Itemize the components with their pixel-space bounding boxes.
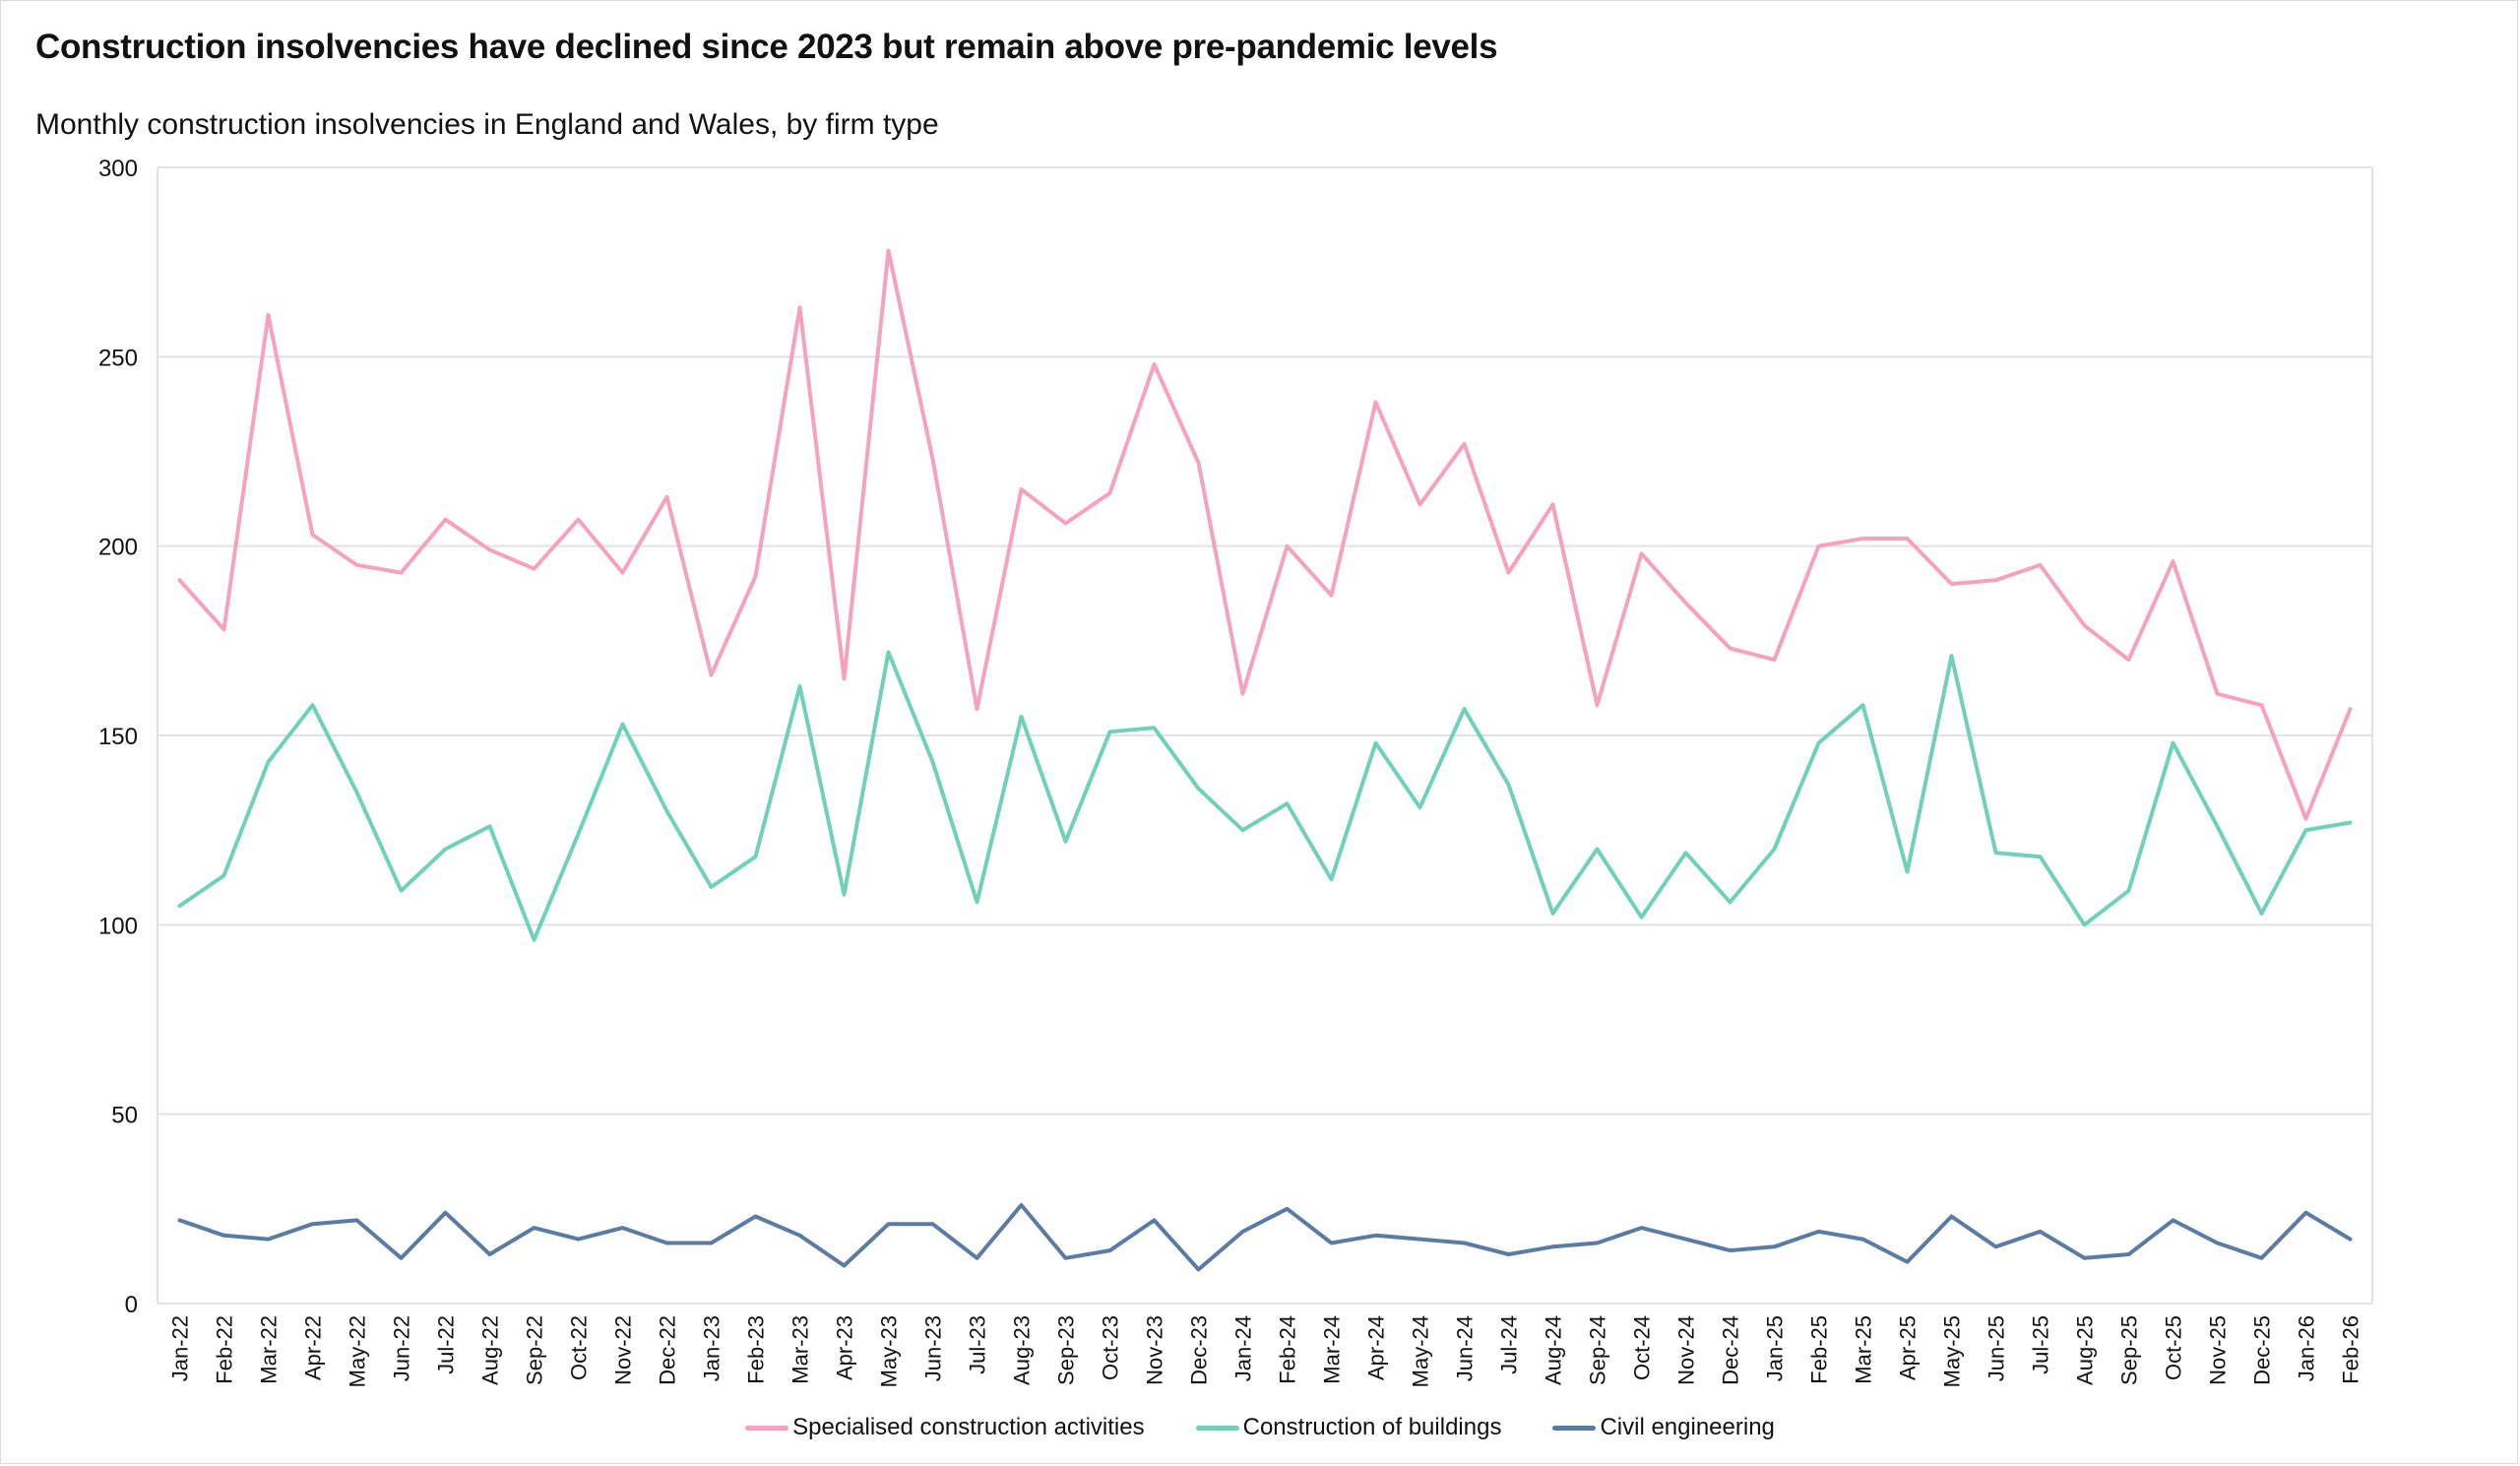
x-tick-label: Feb-26 (2339, 1315, 2363, 1384)
series-line-civil (177, 1203, 2353, 1272)
legend-swatch (745, 1425, 789, 1431)
x-tick-label: Apr-23 (833, 1315, 857, 1380)
x-tick-label: Nov-24 (1674, 1315, 1699, 1385)
legend-swatch (1552, 1425, 1597, 1431)
x-tick-label: May-23 (877, 1315, 902, 1387)
series-line-buildings (177, 650, 2353, 942)
y-tick-label: 250 (98, 345, 138, 371)
x-tick-label: Jul-25 (2029, 1315, 2053, 1374)
x-tick-label: Aug-24 (1542, 1315, 1566, 1385)
x-tick-label: Feb-24 (1276, 1315, 1300, 1384)
x-axis-ticks: Jan-22 Feb-22 Mar-22 Apr-22 May-22 Jun-22 Jul-… (168, 1315, 2363, 1387)
y-tick-label: 100 (98, 913, 138, 939)
x-tick-label: Dec-25 (2250, 1315, 2275, 1385)
x-tick-label: Dec-23 (1187, 1315, 1212, 1385)
y-tick-label: 0 (125, 1292, 138, 1318)
series-line-specialised (177, 248, 2353, 821)
x-tick-label: Feb-22 (213, 1315, 237, 1384)
legend-item-buildings[interactable]: Construction of buildings (1195, 1414, 1502, 1441)
y-tick-label: 50 (111, 1103, 138, 1129)
x-tick-label: Apr-25 (1896, 1315, 1921, 1380)
x-tick-label: Mar-25 (1852, 1315, 1876, 1384)
y-tick-label: 150 (98, 724, 138, 750)
x-tick-label: Jul-22 (434, 1315, 459, 1374)
chart-title: Construction insolvencies have declined … (35, 28, 1498, 66)
gridlines (157, 166, 2373, 1305)
x-tick-label: Aug-25 (2073, 1315, 2098, 1385)
x-tick-label: Oct-24 (1630, 1315, 1655, 1380)
line-chart: 0 50 100 150 200 250 300 Jan-22 Feb-22 Mar-22 Apr… (98, 156, 2373, 1387)
chart-subtitle: Monthly construction insolvencies in Eng… (35, 108, 939, 141)
x-tick-label: Feb-25 (1807, 1315, 1832, 1384)
x-tick-label: Jan-22 (168, 1315, 193, 1381)
x-tick-label: Oct-22 (567, 1315, 592, 1380)
x-tick-label: Nov-23 (1143, 1315, 1167, 1385)
x-tick-label: Mar-22 (257, 1315, 282, 1384)
x-tick-label: Jun-23 (921, 1315, 946, 1381)
legend-swatch (1195, 1425, 1239, 1431)
legend-label: Specialised construction activities (792, 1414, 1145, 1440)
x-tick-label: Sep-22 (523, 1315, 547, 1385)
x-tick-label: Jul-23 (966, 1315, 990, 1374)
x-tick-label: Jan-24 (1231, 1315, 1256, 1381)
x-tick-label: May-25 (1940, 1315, 1965, 1387)
x-tick-label: Mar-24 (1320, 1315, 1345, 1384)
x-tick-label: May-24 (1409, 1315, 1433, 1387)
x-tick-label: Apr-24 (1364, 1315, 1389, 1380)
x-tick-label: Aug-22 (478, 1315, 503, 1385)
legend-label: Civil engineering (1600, 1414, 1775, 1440)
legend: Specialised construction activities Cons… (0, 1414, 2520, 1441)
y-axis-ticks: 0 50 100 150 200 250 300 (98, 156, 138, 1318)
x-tick-label: Dec-24 (1719, 1315, 1743, 1385)
legend-item-civil[interactable]: Civil engineering (1552, 1414, 1775, 1441)
y-tick-label: 300 (98, 156, 138, 182)
y-tick-label: 200 (98, 535, 138, 561)
x-tick-label: Nov-25 (2206, 1315, 2231, 1385)
legend-item-specialised[interactable]: Specialised construction activities (745, 1414, 1145, 1441)
x-tick-label: Dec-22 (656, 1315, 680, 1385)
x-tick-label: Jun-22 (390, 1315, 414, 1381)
x-tick-label: Oct-25 (2162, 1315, 2186, 1380)
legend-label: Construction of buildings (1242, 1414, 1502, 1440)
x-tick-label: Jul-24 (1497, 1315, 1522, 1374)
series-lines (177, 248, 2353, 1272)
x-tick-label: Jan-26 (2295, 1315, 2319, 1381)
x-tick-label: Jan-25 (1763, 1315, 1788, 1381)
x-tick-label: Sep-24 (1586, 1315, 1610, 1385)
x-tick-label: Mar-23 (788, 1315, 813, 1384)
x-tick-label: Apr-22 (301, 1315, 326, 1380)
x-tick-label: Oct-23 (1099, 1315, 1123, 1380)
x-tick-label: Aug-23 (1010, 1315, 1035, 1385)
x-tick-label: Jun-24 (1453, 1315, 1478, 1381)
x-tick-label: Sep-25 (2117, 1315, 2142, 1385)
x-tick-label: Nov-22 (611, 1315, 636, 1385)
x-tick-label: May-22 (346, 1315, 370, 1387)
x-tick-label: Sep-23 (1054, 1315, 1079, 1385)
x-tick-label: Jun-25 (1984, 1315, 2009, 1381)
x-tick-label: Feb-23 (744, 1315, 769, 1384)
x-tick-label: Jan-23 (700, 1315, 724, 1381)
